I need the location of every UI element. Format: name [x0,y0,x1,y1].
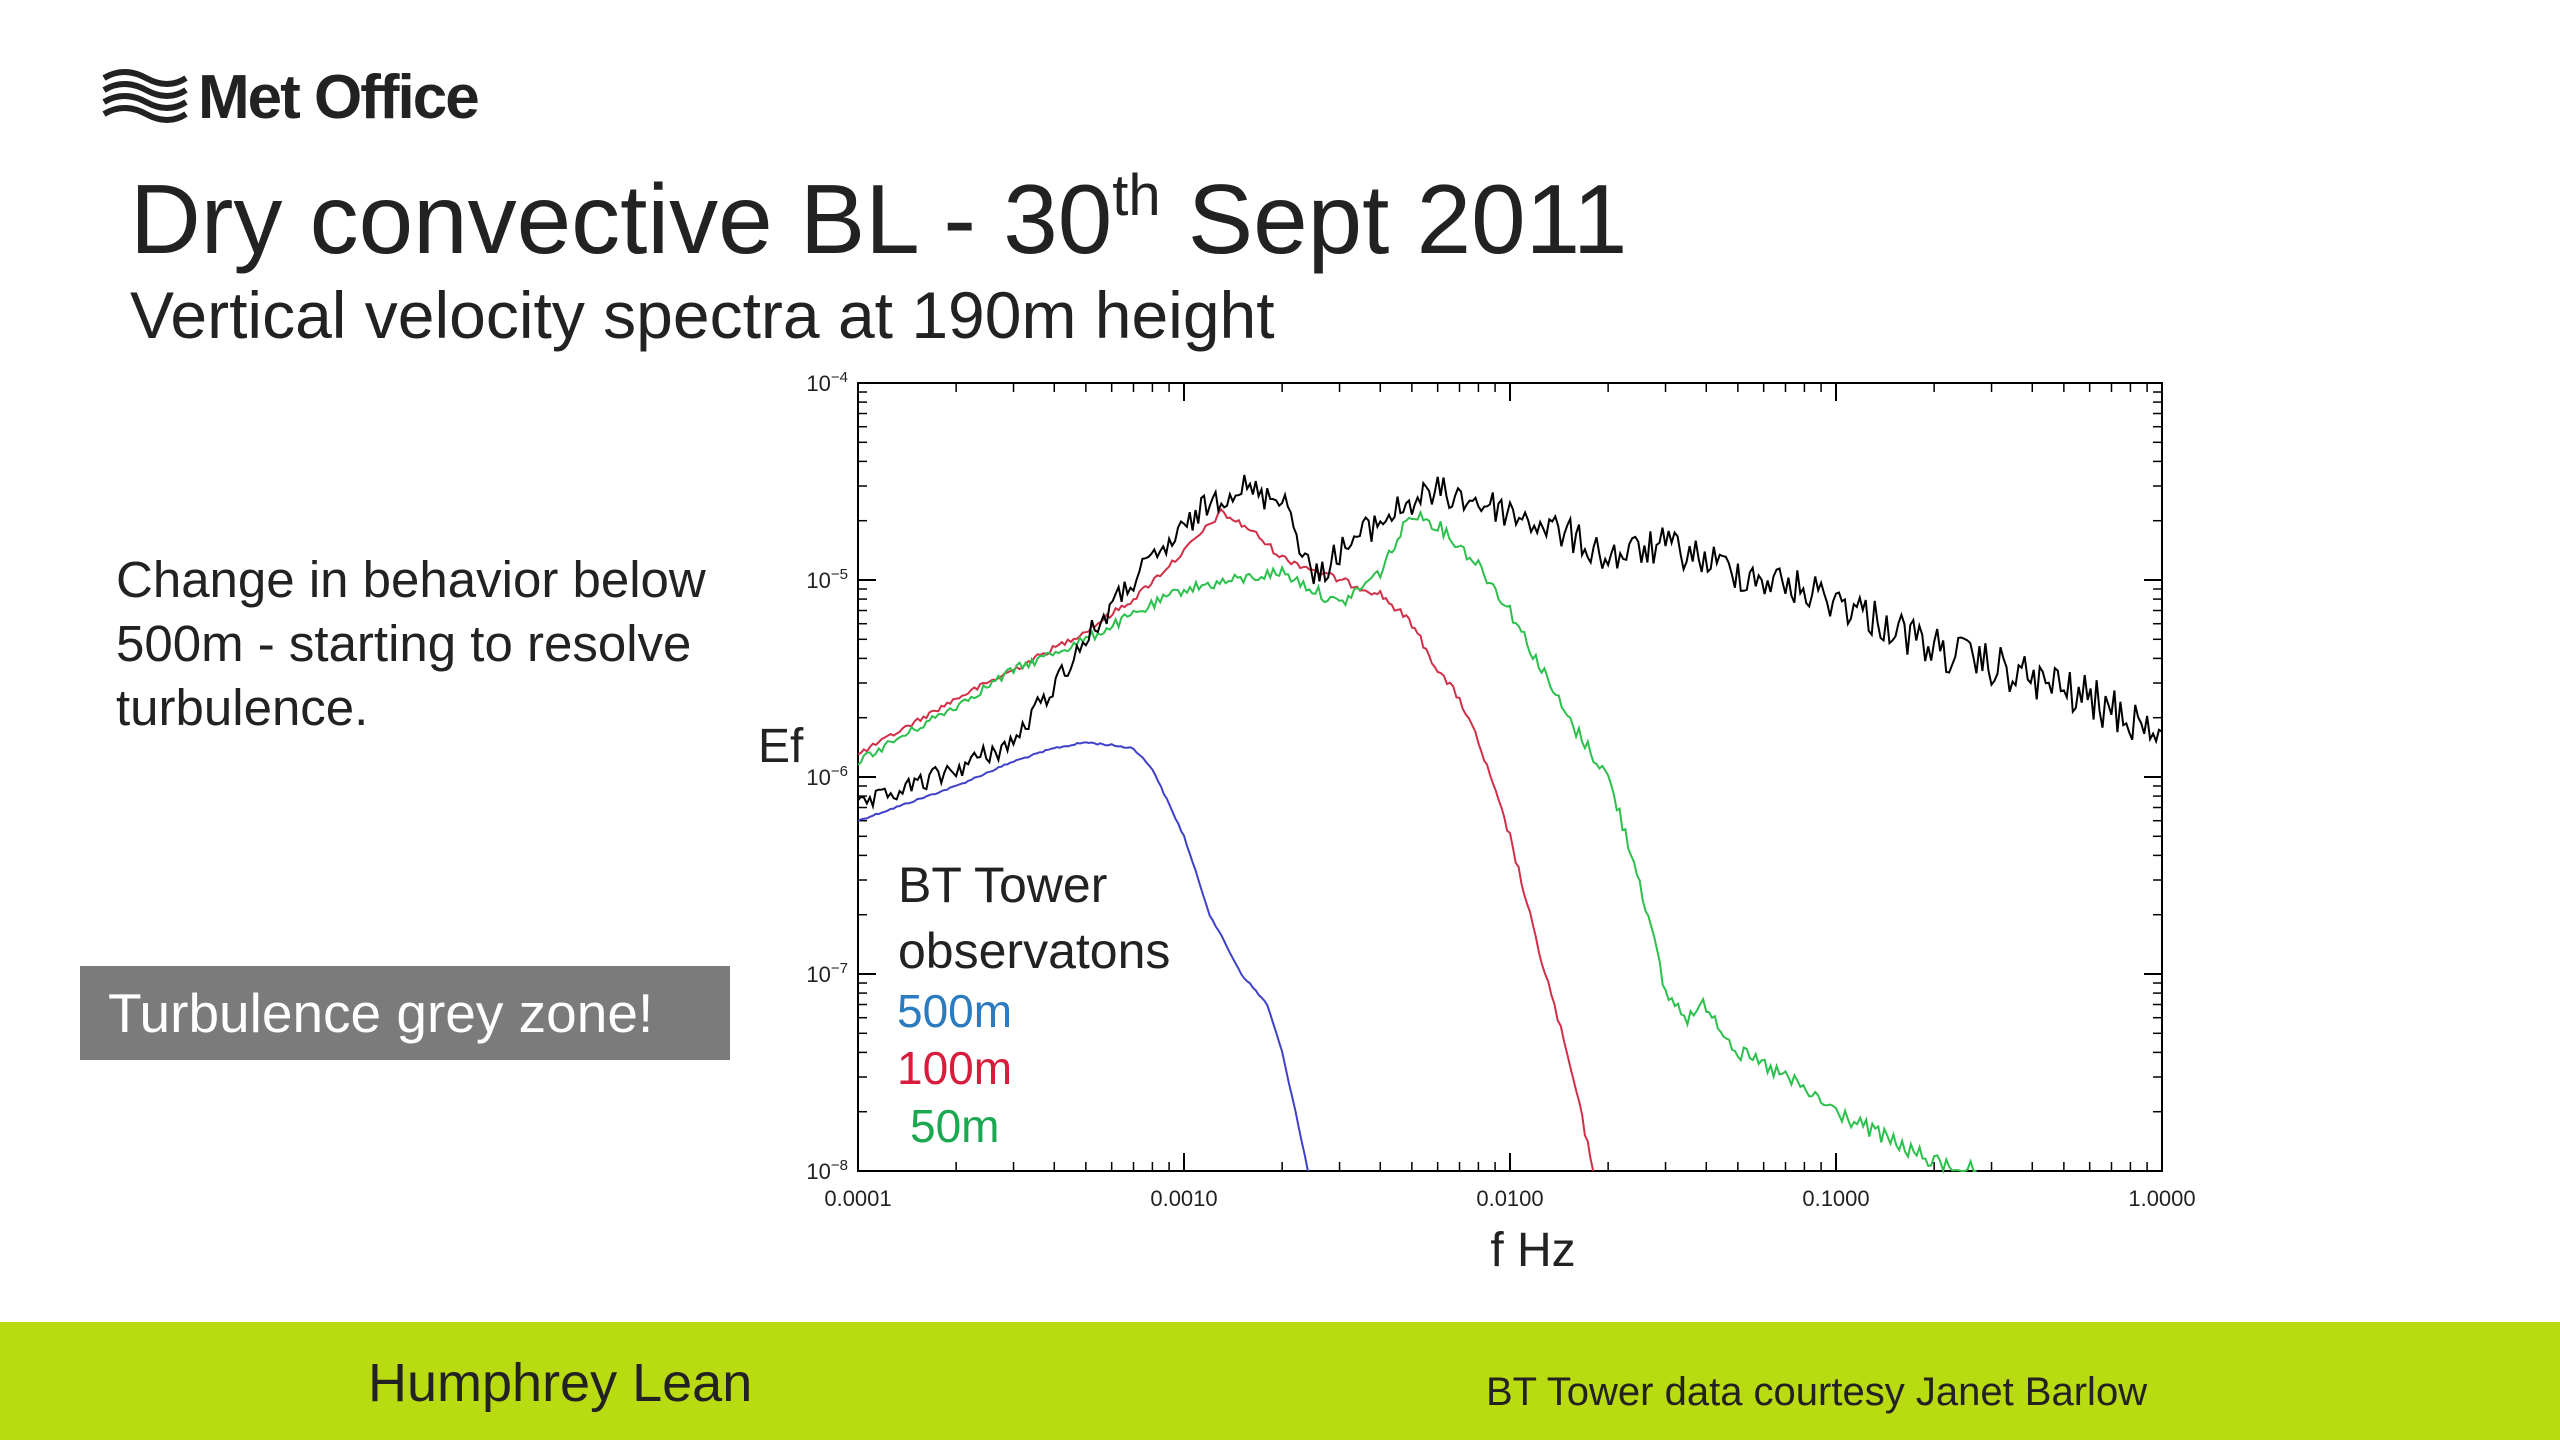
legend-entry-50m: 50m [910,1100,999,1152]
series-line-100m [857,507,1595,1172]
legend-entry-100m: 100m [897,1042,1012,1094]
series-line-500m [857,741,1309,1172]
y-axis-label: Ef [758,720,804,773]
title-rest: Sept 2011 [1160,164,1628,274]
legend-title: BT Tower [898,857,1107,913]
x-tick-label: 0.1000 [1802,1186,1869,1211]
slide-subtitle: Vertical velocity spectra at 190m height [130,278,1275,352]
logo-text: Met Office [198,62,480,132]
x-tick-label: 1.0000 [2128,1186,2195,1211]
footer-author: Humphrey Lean [368,1353,753,1413]
y-tick-label: 10−8 [806,1157,848,1184]
legend-entry-500m: 500m [897,985,1012,1037]
x-tick-label: 0.0100 [1476,1186,1543,1211]
series-line-50m [857,509,1977,1175]
title-superscript: th [1112,163,1161,228]
y-tick-label: 10−6 [806,763,848,790]
waves-icon [102,69,188,123]
x-axis-label: f Hz [1490,1224,1575,1277]
series-line-190m [857,474,2163,811]
behavior-note: Change in behavior below 500m - starting… [116,551,706,736]
title-main: Dry convective BL - 30 [130,164,1113,274]
footer-bar: Humphrey Lean BT Tower data courtesy Jan… [0,1322,2560,1440]
grey-zone-callout: Turbulence grey zone! [80,966,730,1060]
slide-title: Dry convective BL - 30th Sept 2011 [130,167,1627,269]
footer-credit: BT Tower data courtesy Janet Barlow [1486,1370,2148,1414]
y-tick-label: 10−4 [806,369,848,396]
y-tick-label: 10−5 [806,566,848,593]
met-office-logo: Met Office [102,62,480,132]
legend-subtitle: observatons [898,923,1170,979]
y-tick-label: 10−7 [806,960,848,987]
x-tick-label: 0.0001 [824,1186,891,1211]
spectra-chart: 0.0001 0.0010 0.0100 0.1000 1.0000 10−4 10−5 10… [758,369,2196,1277]
x-tick-label: 0.0010 [1150,1186,1217,1211]
